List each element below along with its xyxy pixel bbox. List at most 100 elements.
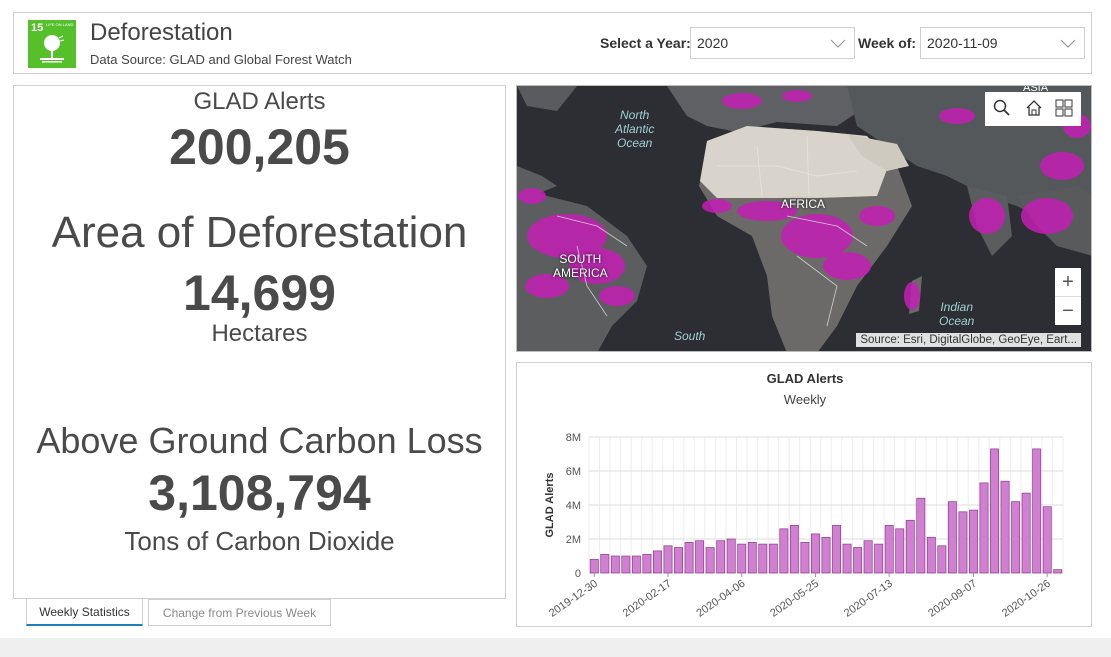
week-select-value: 2020-11-09 — [927, 35, 998, 51]
chart-x-tick-label: 2020-09-07 — [926, 578, 979, 620]
basemap-gallery-icon[interactable] — [1055, 99, 1073, 122]
year-select-label: Select a Year: — [600, 35, 691, 51]
chart-bar[interactable] — [884, 525, 894, 574]
chart-bar[interactable] — [589, 559, 599, 574]
map-toolbar — [985, 92, 1081, 126]
week-select-label: Week of: — [858, 35, 917, 51]
world-map-basemap — [517, 86, 1091, 351]
search-icon[interactable] — [993, 99, 1011, 122]
chart-bar[interactable] — [926, 536, 936, 574]
carbon-loss-value: 3,108,794 — [148, 465, 371, 521]
chart-x-tick-label: 2020-02-17 — [621, 578, 674, 620]
map-attribution: Source: Esri, DigitalGlobe, GeoEye, Eart… — [856, 333, 1081, 347]
zoom-out-button[interactable]: − — [1055, 296, 1081, 325]
chart-bar[interactable] — [674, 547, 683, 574]
chart-bar[interactable] — [937, 545, 947, 574]
chevron-down-icon — [1060, 39, 1076, 48]
chart-y-tick-label: 0 — [575, 568, 581, 580]
map-label-south-america: SOUTH AMERICA — [553, 252, 608, 280]
chart-bar[interactable] — [958, 511, 968, 574]
chart-bar[interactable] — [1042, 506, 1052, 574]
chart-bar[interactable] — [642, 553, 652, 574]
area-deforestation-label: Area of Deforestation — [51, 208, 468, 257]
chart-bar[interactable] — [737, 543, 747, 574]
chart-bar[interactable] — [653, 550, 662, 574]
map-label-south-atlantic: South — [674, 329, 706, 343]
area-unit-label: Hectares — [211, 320, 308, 347]
sdg-15-badge: 15 LIFE ON LAND — [28, 20, 76, 68]
chart-y-tick-label: 8M — [566, 432, 581, 444]
map-view[interactable]: North Atlantic Ocean AFRICA SOUTH AMERIC… — [516, 85, 1092, 352]
chart-bar[interactable] — [990, 448, 999, 574]
chart-bar[interactable] — [1032, 448, 1042, 574]
glad-alerts-label: GLAD Alerts — [193, 88, 326, 115]
chart-bar[interactable] — [663, 545, 673, 574]
chart-bar[interactable] — [1000, 480, 1010, 574]
chart-bar[interactable] — [895, 528, 905, 574]
chart-x-tick-label: 2020-07-13 — [842, 578, 895, 620]
weekly-statistics-panel: GLAD Alerts 200,205 Area of Deforestatio… — [13, 85, 506, 599]
chart-bar[interactable] — [600, 553, 610, 574]
chart-bar[interactable] — [811, 533, 820, 574]
chart-subtitle: Weekly — [784, 392, 827, 407]
chart-x-tick-label: 2020-10-26 — [1000, 578, 1053, 620]
chart-bar[interactable] — [863, 540, 873, 574]
carbon-loss-label: Above Ground Carbon Loss — [36, 420, 483, 461]
chart-bar[interactable] — [610, 555, 620, 574]
year-select[interactable]: 2020 — [690, 27, 855, 59]
map-label-north-atlantic: North Atlantic Ocean — [615, 108, 655, 150]
year-select-value: 2020 — [697, 35, 729, 51]
chart-bar[interactable] — [1053, 569, 1063, 574]
chart-y-tick-label: 6M — [566, 466, 581, 478]
chart-y-tick-label: 4M — [566, 500, 581, 512]
chart-title: GLAD Alerts — [767, 371, 844, 386]
chart-bar[interactable] — [874, 543, 884, 574]
map-label-africa: AFRICA — [781, 197, 826, 211]
data-source-subtitle: Data Source: GLAD and Global Forest Watc… — [90, 52, 352, 67]
chart-bar[interactable] — [969, 509, 978, 574]
glad-alerts-bar-chart: GLAD Alerts Weekly GLAD Alerts 0 2M 4M 6M 8M… — [544, 371, 1064, 620]
chart-bar[interactable] — [800, 542, 810, 574]
sdg-badge-text: LIFE ON LAND — [46, 22, 74, 27]
area-deforestation-value: 14,699 — [183, 265, 336, 321]
chart-bar[interactable] — [832, 525, 841, 574]
chart-y-axis-label: GLAD Alerts — [544, 473, 556, 538]
tab-weekly-statistics[interactable]: Weekly Statistics — [26, 599, 143, 626]
footer-bar — [0, 638, 1111, 657]
chart-y-tick-label: 2M — [566, 534, 581, 546]
chart-bar[interactable] — [758, 543, 768, 574]
chart-bar[interactable] — [726, 538, 736, 574]
chart-bar[interactable] — [947, 501, 957, 574]
chart-bar[interactable] — [621, 555, 631, 574]
chart-bar[interactable] — [1021, 492, 1031, 574]
chart-bar[interactable] — [916, 497, 926, 574]
chart-bar[interactable] — [905, 519, 915, 574]
chart-x-tick-label: 2020-04-06 — [694, 578, 747, 620]
chart-bar[interactable] — [853, 547, 863, 574]
map-label-indian-ocean: Indian Ocean — [939, 300, 975, 328]
chart-bar[interactable] — [695, 540, 705, 574]
chart-bar[interactable] — [716, 540, 726, 574]
week-select[interactable]: 2020-11-09 — [920, 27, 1085, 59]
chart-bar[interactable] — [842, 543, 852, 574]
chart-bar[interactable] — [684, 542, 694, 574]
glad-alerts-value: 200,205 — [169, 119, 350, 175]
zoom-in-button[interactable]: + — [1055, 268, 1081, 296]
header-bar: 15 LIFE ON LAND Deforestation Data Sourc… — [13, 12, 1092, 74]
chart-bar[interactable] — [821, 536, 831, 574]
carbon-unit-label: Tons of Carbon Dioxide — [124, 526, 395, 556]
tree-icon — [40, 35, 65, 63]
chart-bar[interactable] — [979, 482, 989, 574]
tab-change-from-previous-week[interactable]: Change from Previous Week — [148, 599, 331, 626]
chart-x-tick-label: 2019-12-30 — [547, 578, 600, 620]
chart-bar[interactable] — [789, 525, 799, 574]
chart-bar[interactable] — [705, 547, 715, 574]
chart-bar[interactable] — [1011, 501, 1021, 574]
home-icon[interactable] — [1025, 99, 1043, 122]
chart-bar[interactable] — [747, 542, 757, 574]
chart-bar[interactable] — [631, 555, 641, 574]
page-title: Deforestation — [90, 19, 233, 46]
sdg-badge-number: 15 — [31, 22, 44, 34]
chart-bar[interactable] — [779, 528, 789, 574]
chart-bar[interactable] — [768, 543, 778, 574]
